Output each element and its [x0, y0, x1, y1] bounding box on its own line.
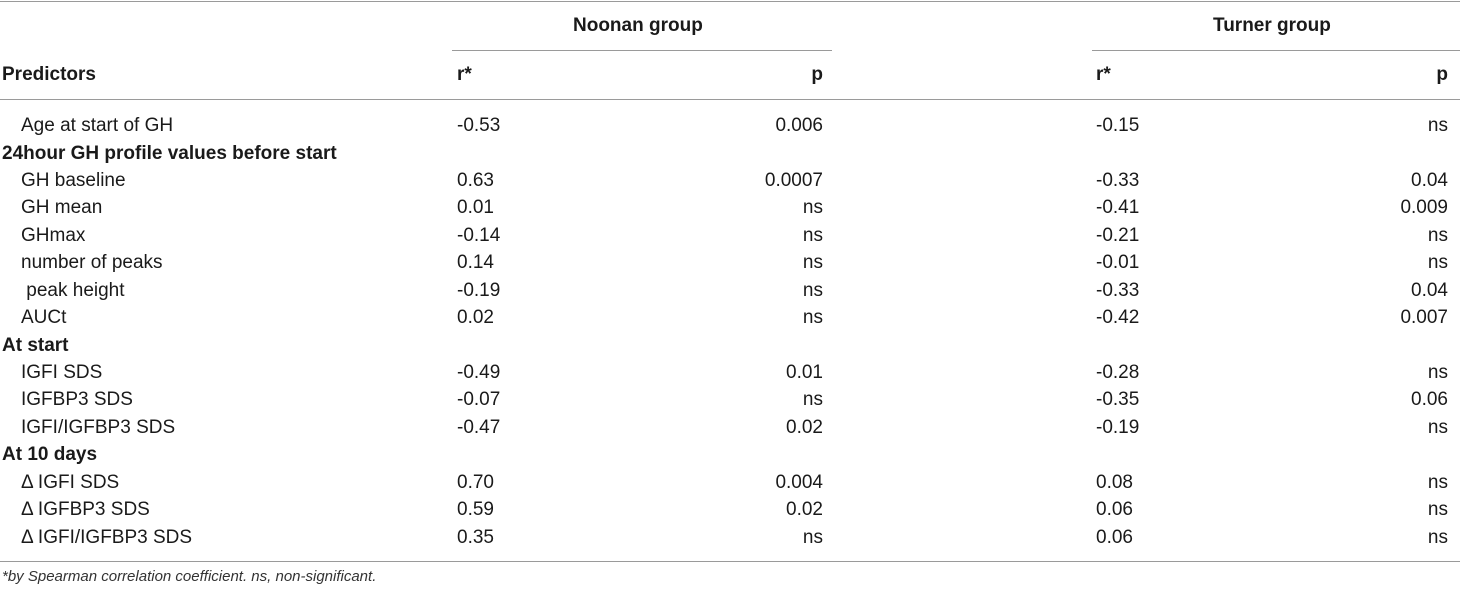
noonan-r-value: -0.53 — [457, 115, 501, 136]
turner-r-value: -0.28 — [1096, 362, 1140, 383]
turner-p-value: ns — [1427, 362, 1448, 383]
turner-r-value: -0.19 — [1096, 417, 1140, 438]
noonan-p-value: 0.006 — [775, 115, 823, 136]
noonan-p-value: ns — [802, 307, 823, 328]
turner-p-value: ns — [1427, 499, 1448, 520]
noonan-r-header: r* — [457, 64, 472, 85]
turner-p-value: ns — [1427, 115, 1448, 136]
turner-r-value: 0.06 — [1096, 527, 1133, 548]
row-label: GH mean — [21, 197, 103, 218]
row-label: GHmax — [21, 225, 86, 246]
turner-p-header: p — [1436, 64, 1448, 85]
turner-p-value: 0.007 — [1400, 307, 1448, 328]
turner-p-value: 0.009 — [1400, 197, 1448, 218]
noonan-p-header: p — [811, 64, 823, 85]
table-top-rule — [0, 1, 1460, 2]
turner-r-value: -0.33 — [1096, 170, 1140, 191]
turner-r-value: -0.33 — [1096, 280, 1140, 301]
turner-p-value: 0.04 — [1411, 170, 1448, 191]
noonan-r-value: 0.14 — [457, 252, 494, 273]
turner-r-value: -0.15 — [1096, 115, 1140, 136]
noonan-r-value: -0.49 — [457, 362, 501, 383]
noonan-group-rule — [452, 50, 832, 51]
turner-p-value: 0.06 — [1411, 389, 1448, 410]
turner-r-value: -0.41 — [1096, 197, 1140, 218]
turner-p-value: ns — [1427, 252, 1448, 273]
turner-r-value: -0.21 — [1096, 225, 1140, 246]
noonan-r-value: -0.07 — [457, 389, 501, 410]
noonan-group-header: Noonan group — [573, 15, 703, 36]
turner-r-value: -0.35 — [1096, 389, 1140, 410]
noonan-r-value: 0.01 — [457, 197, 494, 218]
section-heading: At start — [2, 335, 69, 356]
noonan-r-value: 0.02 — [457, 307, 494, 328]
turner-r-header: r* — [1096, 64, 1111, 85]
row-label: number of peaks — [21, 252, 163, 273]
row-label: IGFBP3 SDS — [21, 389, 133, 410]
section-heading: At 10 days — [2, 444, 98, 465]
noonan-p-value: ns — [802, 225, 823, 246]
row-label: IGFI/IGFBP3 SDS — [21, 417, 176, 438]
turner-p-value: 0.04 — [1411, 280, 1448, 301]
noonan-p-value: 0.01 — [786, 362, 823, 383]
noonan-p-value: ns — [802, 389, 823, 410]
row-label: IGFI SDS — [21, 362, 103, 383]
noonan-p-value: 0.02 — [786, 499, 823, 520]
row-label: peak height — [21, 280, 125, 301]
predictors-header: Predictors — [2, 64, 96, 85]
table-footnote: *by Spearman correlation coefficient. ns… — [2, 568, 377, 585]
row-label: Δ IGFI/IGFBP3 SDS — [21, 527, 193, 548]
turner-p-value: ns — [1427, 527, 1448, 548]
noonan-p-value: ns — [802, 197, 823, 218]
header-bottom-rule — [0, 99, 1460, 100]
noonan-r-value: 0.70 — [457, 472, 494, 493]
noonan-r-value: -0.14 — [457, 225, 501, 246]
turner-r-value: 0.06 — [1096, 499, 1133, 520]
turner-p-value: ns — [1427, 472, 1448, 493]
row-label: Age at start of GH — [21, 115, 174, 136]
turner-p-value: ns — [1427, 417, 1448, 438]
turner-r-value: 0.08 — [1096, 472, 1133, 493]
noonan-r-value: 0.35 — [457, 527, 494, 548]
noonan-p-value: ns — [802, 280, 823, 301]
section-heading: 24hour GH profile values before start — [2, 143, 337, 164]
noonan-r-value: -0.47 — [457, 417, 501, 438]
table-bottom-rule — [0, 561, 1460, 562]
turner-group-header: Turner group — [1213, 15, 1331, 36]
turner-r-value: -0.01 — [1096, 252, 1140, 273]
noonan-p-value: 0.02 — [786, 417, 823, 438]
row-label: AUCt — [21, 307, 67, 328]
noonan-p-value: ns — [802, 252, 823, 273]
turner-p-value: ns — [1427, 225, 1448, 246]
noonan-p-value: ns — [802, 527, 823, 548]
turner-group-rule — [1092, 50, 1460, 51]
noonan-p-value: 0.004 — [775, 472, 823, 493]
noonan-p-value: 0.0007 — [764, 170, 823, 191]
noonan-r-value: -0.19 — [457, 280, 501, 301]
row-label: Δ IGFBP3 SDS — [21, 499, 150, 520]
row-label: Δ IGFI SDS — [21, 472, 120, 493]
turner-r-value: -0.42 — [1096, 307, 1140, 328]
noonan-r-value: 0.63 — [457, 170, 494, 191]
noonan-r-value: 0.59 — [457, 499, 494, 520]
row-label: GH baseline — [21, 170, 126, 191]
